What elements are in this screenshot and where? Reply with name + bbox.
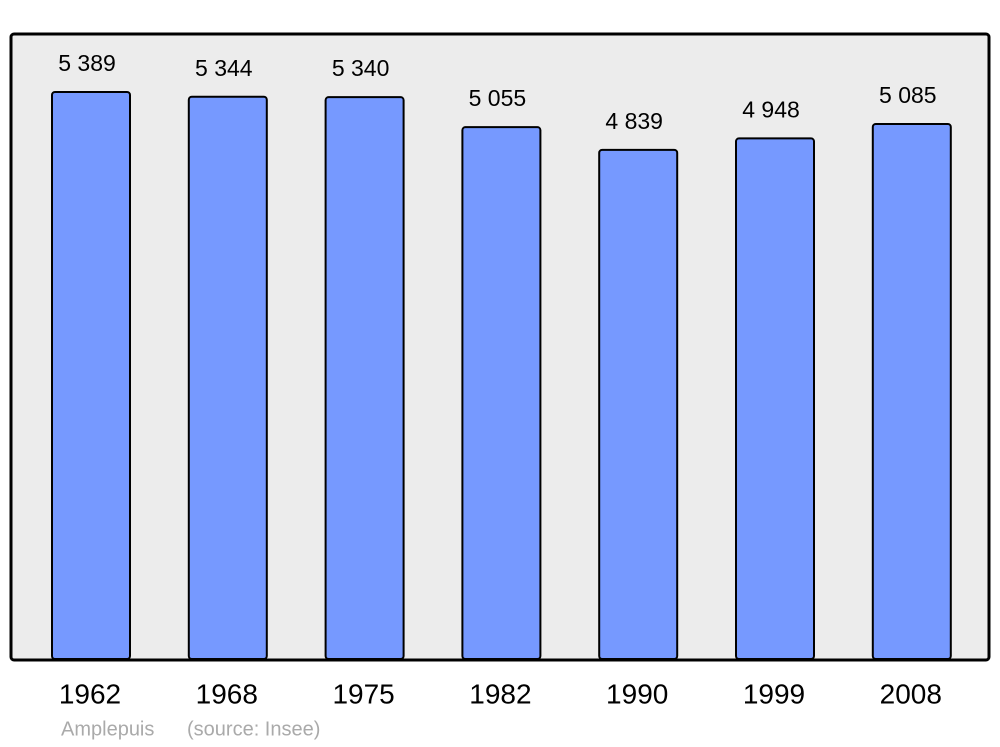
bar bbox=[871, 122, 952, 660]
value-label: 4 948 bbox=[742, 96, 800, 122]
value-label: 5 340 bbox=[332, 55, 390, 81]
bar bbox=[598, 148, 679, 660]
bar bbox=[735, 137, 815, 660]
x-tick-label: 1990 bbox=[606, 678, 668, 709]
bar bbox=[51, 91, 131, 660]
x-tick-label: 2008 bbox=[880, 678, 942, 709]
value-label: 5 055 bbox=[469, 85, 527, 111]
value-label: 4 839 bbox=[605, 108, 663, 134]
x-tick-label: 1968 bbox=[196, 678, 258, 709]
value-label: 5 389 bbox=[58, 50, 116, 76]
value-label: 5 344 bbox=[195, 55, 253, 81]
bar bbox=[187, 95, 268, 661]
caption-source: (source: Insee) bbox=[187, 718, 320, 740]
value-label: 5 085 bbox=[879, 82, 937, 108]
bar bbox=[461, 126, 542, 660]
x-tick-label: 1999 bbox=[743, 678, 805, 709]
caption-place: Amplepuis bbox=[61, 718, 154, 740]
bar bbox=[324, 96, 405, 660]
x-tick-label: 1982 bbox=[469, 678, 531, 709]
x-tick-label: 1975 bbox=[332, 678, 394, 709]
x-tick-label: 1962 bbox=[59, 678, 121, 709]
